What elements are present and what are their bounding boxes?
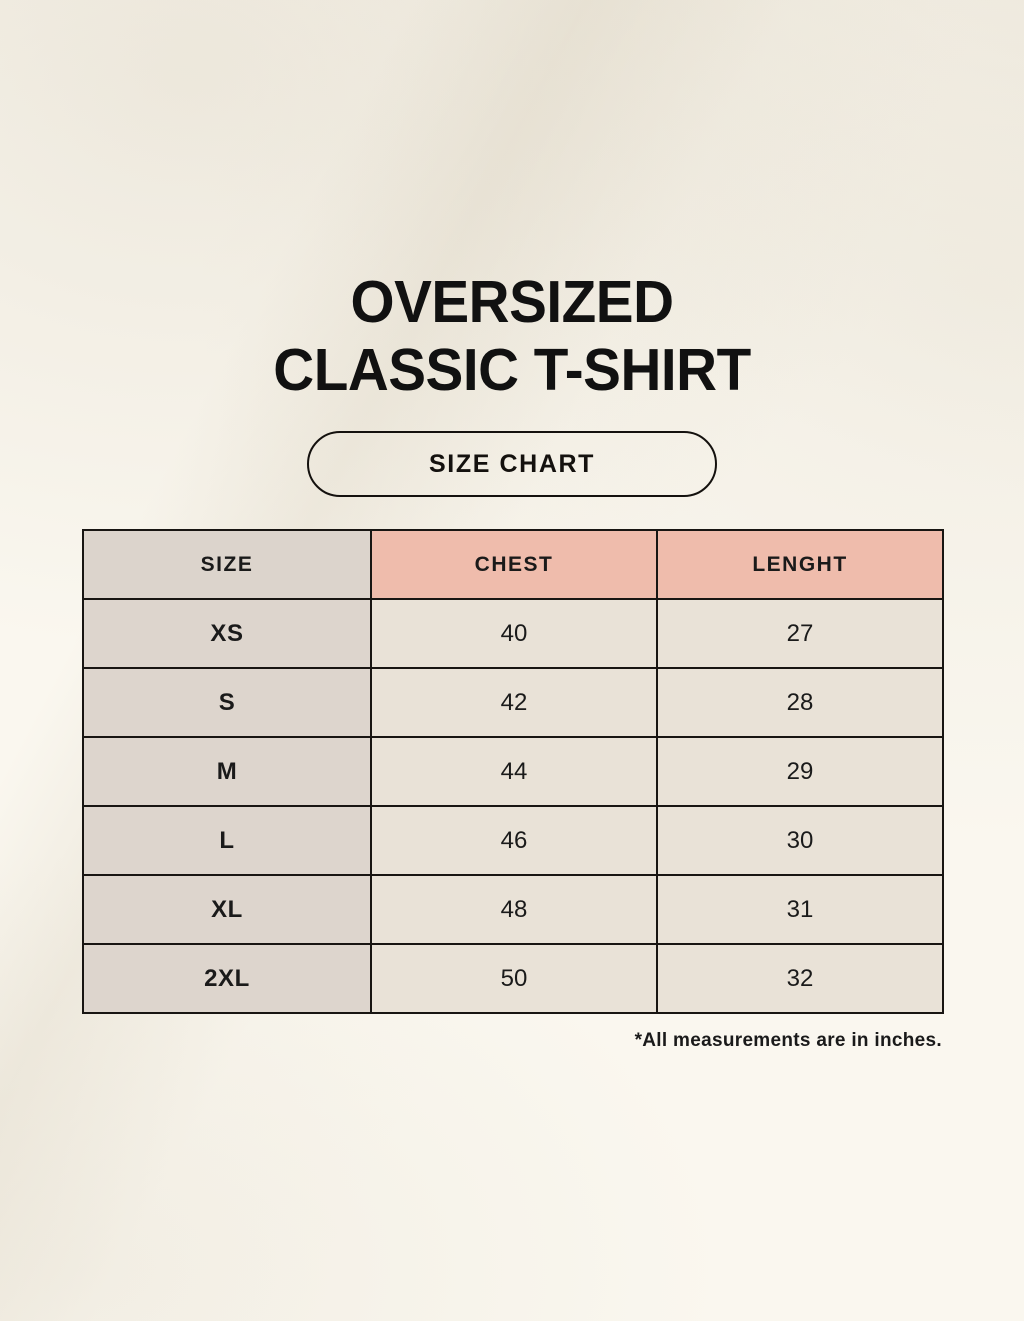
cell-length-xl: 31	[656, 874, 944, 945]
size-table: SIZE CHEST LENGHT XS 40 27 S 42 28 M	[82, 529, 944, 1014]
table-header-row: SIZE CHEST LENGHT	[82, 529, 944, 600]
cell-chest-xl: 48	[370, 874, 658, 945]
cell-chest-m: 44	[370, 736, 658, 807]
table-row: M 44 29	[82, 736, 944, 807]
table-row: XL 48 31	[82, 874, 944, 945]
table-row: L 46 30	[82, 805, 944, 876]
column-header-chest: CHEST	[370, 529, 658, 600]
cell-size-s: S	[82, 667, 372, 738]
cell-length-2xl: 32	[656, 943, 944, 1014]
cell-length-l: 30	[656, 805, 944, 876]
cell-chest-s: 42	[370, 667, 658, 738]
table-row: 2XL 50 32	[82, 943, 944, 1014]
cell-length-xs: 27	[656, 598, 944, 669]
cell-size-l: L	[82, 805, 372, 876]
cell-length-s: 28	[656, 667, 944, 738]
cell-chest-2xl: 50	[370, 943, 658, 1014]
table-row: XS 40 27	[82, 598, 944, 669]
cell-size-xs: XS	[82, 598, 372, 669]
title-line-1: OVERSIZED	[350, 269, 674, 335]
badge-container: SIZE CHART	[0, 431, 1024, 497]
size-table-container: SIZE CHEST LENGHT XS 40 27 S 42 28 M	[82, 529, 944, 1014]
size-chart-badge: SIZE CHART	[307, 431, 717, 497]
cell-length-m: 29	[656, 736, 944, 807]
cell-size-xl: XL	[82, 874, 372, 945]
cell-size-m: M	[82, 736, 372, 807]
column-header-length: LENGHT	[656, 529, 944, 600]
measurement-units-note: *All measurements are in inches.	[634, 1030, 942, 1051]
column-header-size: SIZE	[82, 529, 372, 600]
table-row: S 42 28	[82, 667, 944, 738]
title-line-2: CLASSIC T-SHIRT	[273, 337, 751, 403]
page-title: OVERSIZED CLASSIC T-SHIRT	[0, 272, 1024, 400]
cell-chest-l: 46	[370, 805, 658, 876]
cell-size-2xl: 2XL	[82, 943, 372, 1014]
cell-chest-xs: 40	[370, 598, 658, 669]
